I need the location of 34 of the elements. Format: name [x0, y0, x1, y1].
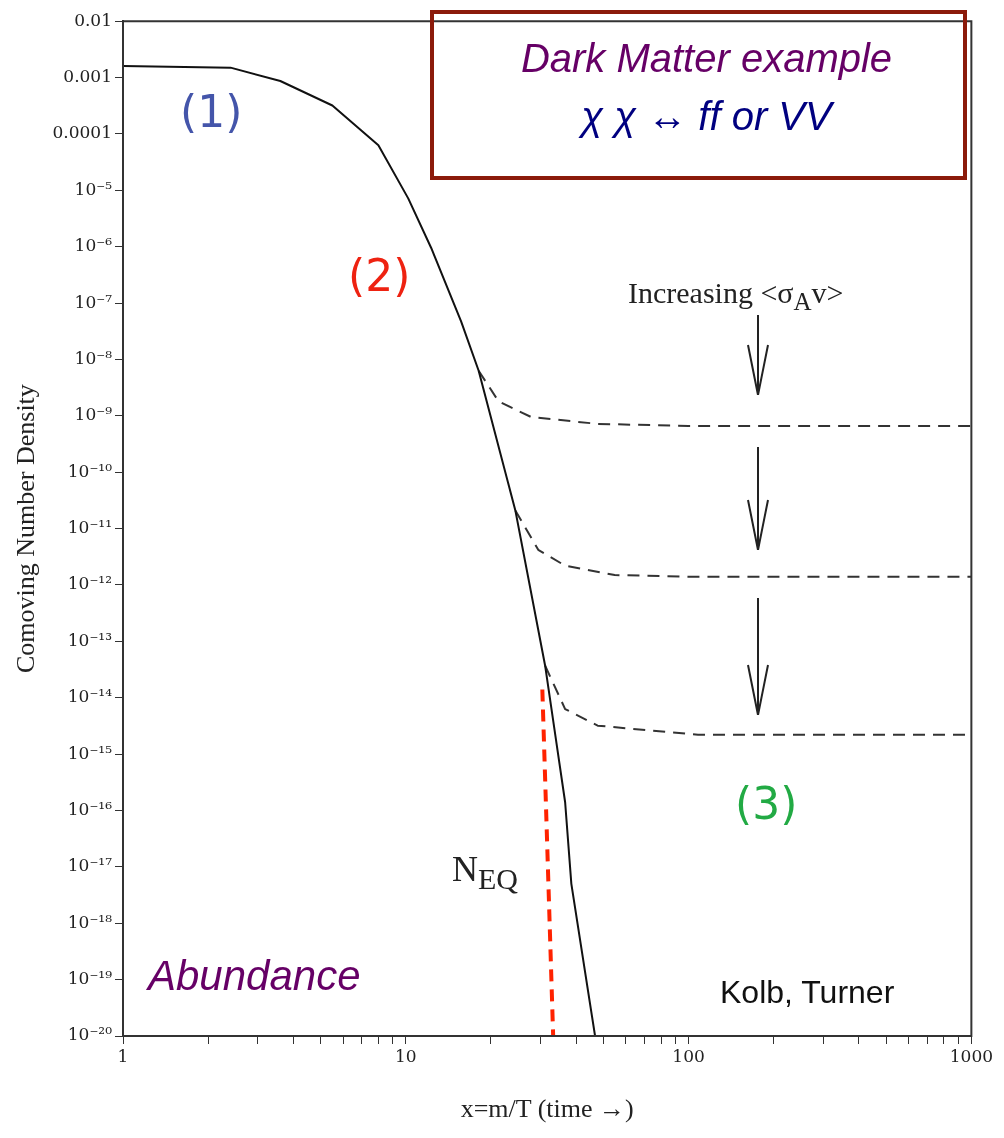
y-tick-label: 10⁻⁷ [74, 291, 113, 312]
y-tick-label: 10⁻¹⁴ [67, 686, 113, 707]
x-tick-label: 100 [672, 1045, 705, 1066]
annotation: Abundance [148, 952, 361, 1000]
y-axis-title: Comoving Number Density [11, 384, 41, 674]
y-tick-label: 10⁻⁵ [74, 178, 113, 199]
y-tick-label: 10⁻⁶ [74, 235, 113, 256]
annotation: Kolb, Turner [720, 974, 895, 1011]
annotation: χ χ ↔ ff or VV [577, 94, 836, 139]
y-tick-label: 10⁻¹⁵ [67, 742, 113, 763]
y-tick-label: 10⁻¹⁷ [67, 855, 113, 876]
y-tick-label: 10⁻¹² [67, 573, 112, 594]
annotation: (3) [735, 778, 798, 829]
annotation: (2) [348, 250, 411, 301]
y-tick-label: 10⁻⁸ [74, 347, 113, 368]
y-tick-label: 0.001 [63, 66, 112, 86]
y-tick-label: 10⁻¹⁸ [67, 911, 113, 932]
x-axis-title: x=m/T (time →) [460, 1094, 634, 1124]
annotation: (1) [180, 86, 243, 137]
x-tick-label: 10 [394, 1045, 417, 1066]
y-tick-label: 0.0001 [52, 122, 112, 143]
annotation: Increasing <σ$_{A}$v> [628, 276, 844, 316]
y-tick-label: 10⁻¹³ [67, 629, 112, 650]
y-tick-label: 0.01 [74, 9, 112, 30]
annotation: Dark Matter example [519, 36, 894, 81]
y-tick-label: 10⁻¹⁰ [67, 460, 113, 481]
y-tick-label: 10⁻²⁰ [67, 1024, 113, 1045]
y-tick-label: 10⁻¹⁶ [67, 798, 113, 819]
y-tick-label: 10⁻¹¹ [67, 517, 112, 538]
y-tick-label: 10⁻¹⁹ [67, 968, 113, 989]
x-tick-label: 1000 [949, 1045, 993, 1066]
annotation: N$_{EQ}$ [452, 848, 518, 897]
y-tick-label: 10⁻⁹ [74, 404, 113, 425]
x-tick-label: 1 [117, 1045, 129, 1066]
